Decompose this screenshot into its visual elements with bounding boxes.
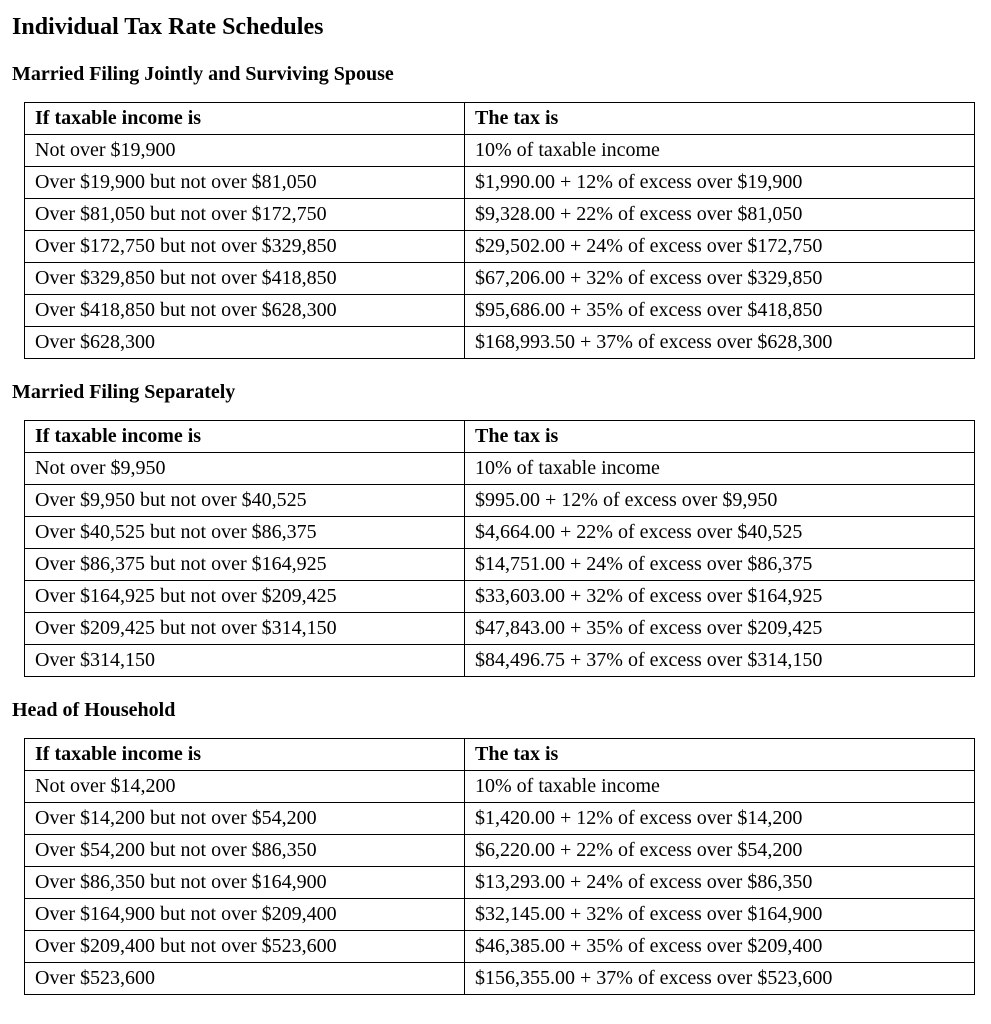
table-row: Over $209,400 but not over $523,600$46,3… bbox=[25, 931, 975, 963]
cell-tax: $32,145.00 + 32% of excess over $164,900 bbox=[465, 899, 975, 931]
cell-tax: $14,751.00 + 24% of excess over $86,375 bbox=[465, 549, 975, 581]
table-row: Over $164,925 but not over $209,425$33,6… bbox=[25, 581, 975, 613]
cell-income: Not over $9,950 bbox=[25, 453, 465, 485]
table-row: Over $628,300$168,993.50 + 37% of excess… bbox=[25, 327, 975, 359]
cell-income: Over $54,200 but not over $86,350 bbox=[25, 835, 465, 867]
cell-tax: $995.00 + 12% of excess over $9,950 bbox=[465, 485, 975, 517]
cell-income: Over $523,600 bbox=[25, 963, 465, 995]
cell-tax: $67,206.00 + 32% of excess over $329,850 bbox=[465, 263, 975, 295]
cell-income: Over $418,850 but not over $628,300 bbox=[25, 295, 465, 327]
cell-income: Over $9,950 but not over $40,525 bbox=[25, 485, 465, 517]
cell-income: Over $81,050 but not over $172,750 bbox=[25, 199, 465, 231]
col-header-tax: The tax is bbox=[465, 421, 975, 453]
table-row: Over $164,900 but not over $209,400$32,1… bbox=[25, 899, 975, 931]
cell-tax: $1,420.00 + 12% of excess over $14,200 bbox=[465, 803, 975, 835]
cell-income: Not over $19,900 bbox=[25, 135, 465, 167]
col-header-tax: The tax is bbox=[465, 739, 975, 771]
table-row: Over $40,525 but not over $86,375$4,664.… bbox=[25, 517, 975, 549]
cell-tax: $29,502.00 + 24% of excess over $172,750 bbox=[465, 231, 975, 263]
cell-tax: $47,843.00 + 35% of excess over $209,425 bbox=[465, 613, 975, 645]
section-title: Head of Household bbox=[12, 699, 979, 722]
table-row: Over $418,850 but not over $628,300$95,6… bbox=[25, 295, 975, 327]
table-row: Over $172,750 but not over $329,850$29,5… bbox=[25, 231, 975, 263]
table-row: Over $523,600$156,355.00 + 37% of excess… bbox=[25, 963, 975, 995]
table-row: Over $86,350 but not over $164,900$13,29… bbox=[25, 867, 975, 899]
cell-tax: $13,293.00 + 24% of excess over $86,350 bbox=[465, 867, 975, 899]
cell-tax: $4,664.00 + 22% of excess over $40,525 bbox=[465, 517, 975, 549]
cell-tax: $84,496.75 + 37% of excess over $314,150 bbox=[465, 645, 975, 677]
table-row: Over $54,200 but not over $86,350$6,220.… bbox=[25, 835, 975, 867]
table-row: Over $314,150$84,496.75 + 37% of excess … bbox=[25, 645, 975, 677]
col-header-income: If taxable income is bbox=[25, 103, 465, 135]
table-row: Not over $19,90010% of taxable income bbox=[25, 135, 975, 167]
cell-tax: 10% of taxable income bbox=[465, 771, 975, 803]
cell-income: Over $19,900 but not over $81,050 bbox=[25, 167, 465, 199]
col-header-income: If taxable income is bbox=[25, 421, 465, 453]
col-header-income: If taxable income is bbox=[25, 739, 465, 771]
cell-income: Not over $14,200 bbox=[25, 771, 465, 803]
section-title: Married Filing Separately bbox=[12, 381, 979, 404]
table-row: Over $86,375 but not over $164,925$14,75… bbox=[25, 549, 975, 581]
table-row: Over $14,200 but not over $54,200$1,420.… bbox=[25, 803, 975, 835]
cell-tax: $156,355.00 + 37% of excess over $523,60… bbox=[465, 963, 975, 995]
table-row: Over $209,425 but not over $314,150$47,8… bbox=[25, 613, 975, 645]
table-row: Over $329,850 but not over $418,850$67,2… bbox=[25, 263, 975, 295]
cell-tax: $95,686.00 + 35% of excess over $418,850 bbox=[465, 295, 975, 327]
table-row: Not over $9,95010% of taxable income bbox=[25, 453, 975, 485]
cell-income: Over $628,300 bbox=[25, 327, 465, 359]
cell-tax: $6,220.00 + 22% of excess over $54,200 bbox=[465, 835, 975, 867]
table-header-row: If taxable income isThe tax is bbox=[25, 103, 975, 135]
cell-tax: $33,603.00 + 32% of excess over $164,925 bbox=[465, 581, 975, 613]
tax-table: If taxable income isThe tax isNot over $… bbox=[24, 738, 975, 995]
table-header-row: If taxable income isThe tax is bbox=[25, 421, 975, 453]
cell-tax: $168,993.50 + 37% of excess over $628,30… bbox=[465, 327, 975, 359]
cell-income: Over $209,400 but not over $523,600 bbox=[25, 931, 465, 963]
table-header-row: If taxable income isThe tax is bbox=[25, 739, 975, 771]
cell-income: Over $209,425 but not over $314,150 bbox=[25, 613, 465, 645]
cell-income: Over $14,200 but not over $54,200 bbox=[25, 803, 465, 835]
table-row: Not over $14,20010% of taxable income bbox=[25, 771, 975, 803]
cell-tax: $1,990.00 + 12% of excess over $19,900 bbox=[465, 167, 975, 199]
tax-table: If taxable income isThe tax isNot over $… bbox=[24, 420, 975, 677]
cell-income: Over $86,375 but not over $164,925 bbox=[25, 549, 465, 581]
col-header-tax: The tax is bbox=[465, 103, 975, 135]
cell-tax: $9,328.00 + 22% of excess over $81,050 bbox=[465, 199, 975, 231]
cell-income: Over $86,350 but not over $164,900 bbox=[25, 867, 465, 899]
table-row: Over $19,900 but not over $81,050$1,990.… bbox=[25, 167, 975, 199]
cell-income: Over $164,925 but not over $209,425 bbox=[25, 581, 465, 613]
cell-tax: 10% of taxable income bbox=[465, 135, 975, 167]
cell-income: Over $40,525 but not over $86,375 bbox=[25, 517, 465, 549]
cell-tax: $46,385.00 + 35% of excess over $209,400 bbox=[465, 931, 975, 963]
cell-income: Over $172,750 but not over $329,850 bbox=[25, 231, 465, 263]
tax-table: If taxable income isThe tax isNot over $… bbox=[24, 102, 975, 359]
page-title: Individual Tax Rate Schedules bbox=[12, 14, 979, 41]
cell-income: Over $314,150 bbox=[25, 645, 465, 677]
section-title: Married Filing Jointly and Surviving Spo… bbox=[12, 63, 979, 86]
cell-income: Over $329,850 but not over $418,850 bbox=[25, 263, 465, 295]
cell-tax: 10% of taxable income bbox=[465, 453, 975, 485]
cell-income: Over $164,900 but not over $209,400 bbox=[25, 899, 465, 931]
table-row: Over $81,050 but not over $172,750$9,328… bbox=[25, 199, 975, 231]
table-row: Over $9,950 but not over $40,525$995.00 … bbox=[25, 485, 975, 517]
